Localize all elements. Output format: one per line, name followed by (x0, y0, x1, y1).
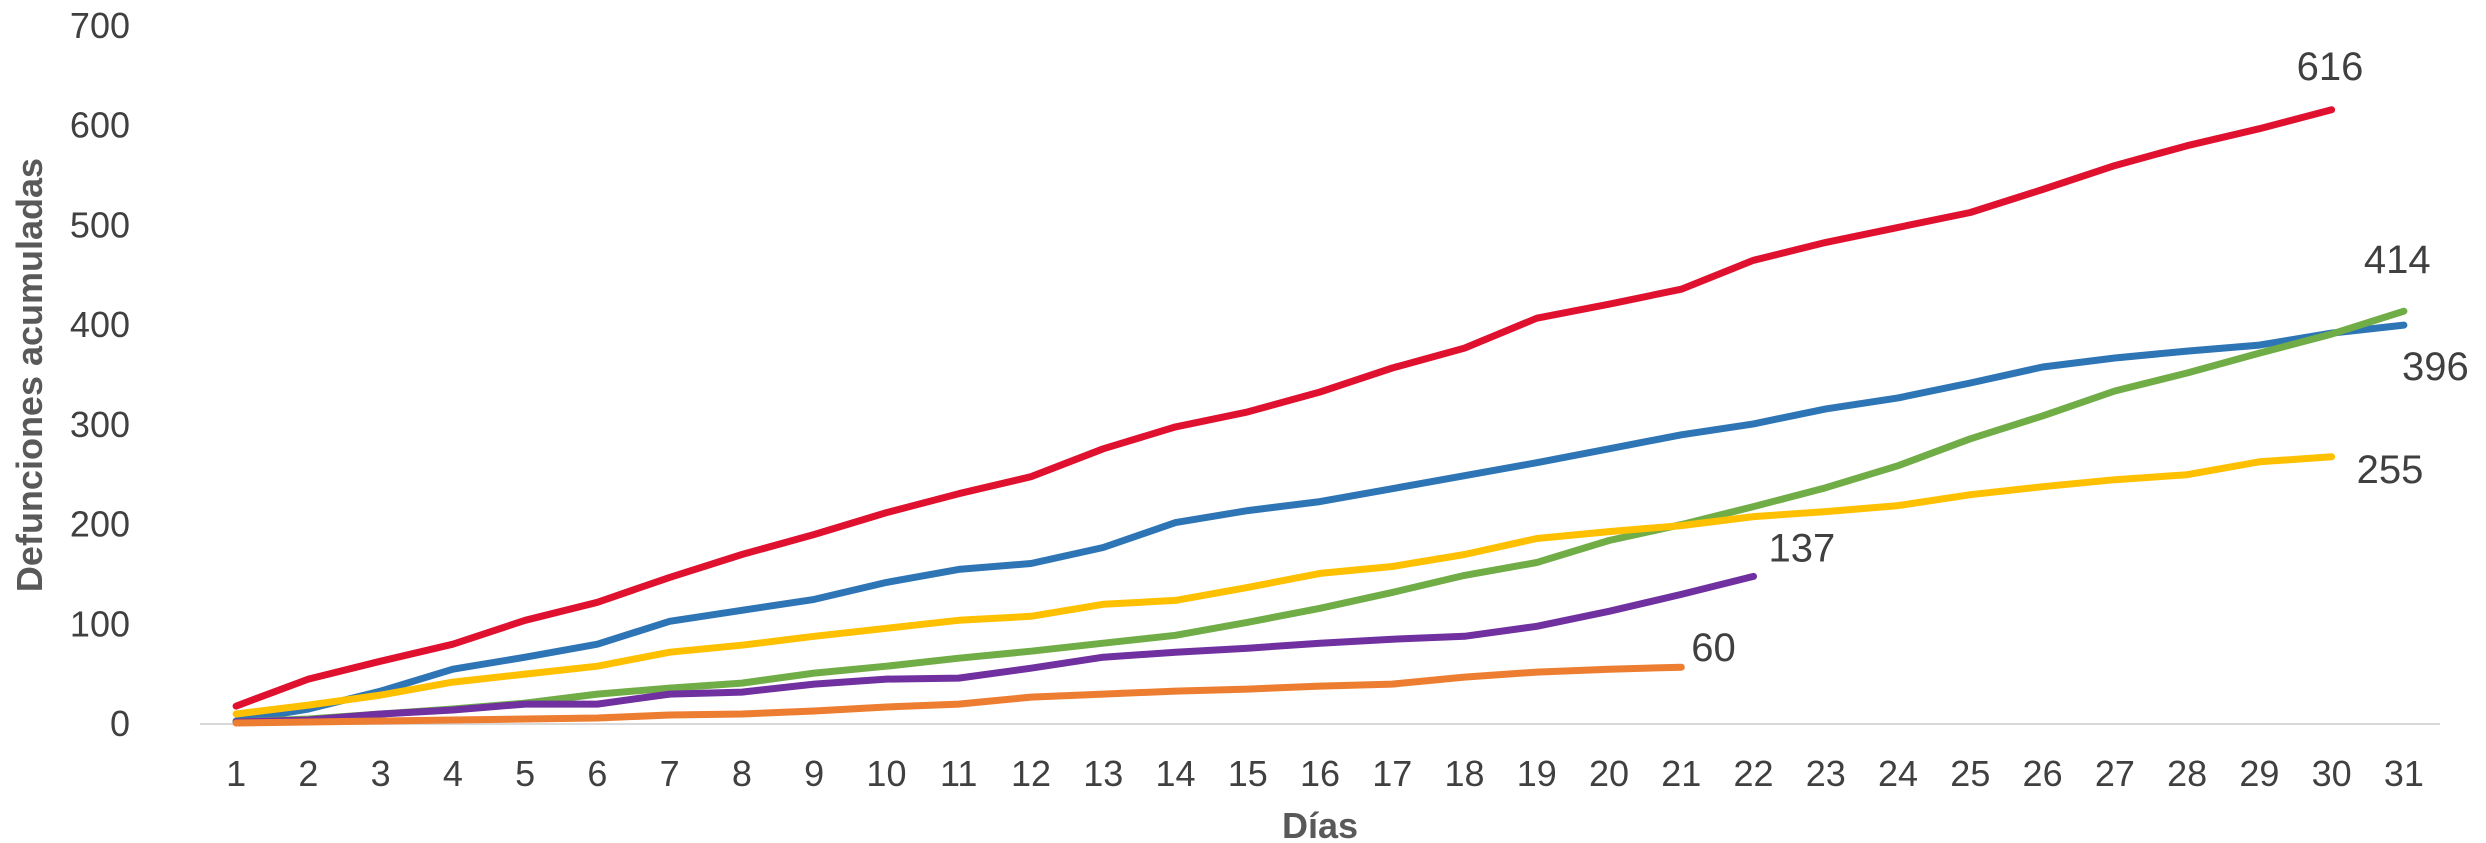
y-tick-label: 700 (70, 5, 130, 46)
x-tick-label: 24 (1878, 753, 1918, 794)
x-tick-label: 12 (1011, 753, 1051, 794)
y-tick-label: 100 (70, 603, 130, 644)
x-tick-label: 5 (515, 753, 535, 794)
series-line-6 (232, 663, 1685, 727)
x-tick-label: 17 (1372, 753, 1412, 794)
x-tick-label: 31 (2384, 753, 2424, 794)
x-tick-label: 18 (1444, 753, 1484, 794)
y-tick-label: 500 (70, 204, 130, 245)
y-tick-label: 0 (110, 703, 130, 744)
x-tick-label: 14 (1155, 753, 1195, 794)
y-axis-title: Defunciones acumuladas (9, 158, 50, 592)
x-tick-label: 23 (1806, 753, 1846, 794)
x-tick-label: 25 (1950, 753, 1990, 794)
x-tick-label: 22 (1734, 753, 1774, 794)
series-end-label: 396 (2402, 345, 2469, 389)
series-end-label: 255 (2357, 448, 2424, 492)
y-tick-label: 400 (70, 304, 130, 345)
x-tick-label: 1 (226, 753, 246, 794)
y-axis-ticks: 0 100 200 300 400 500 600 700 (70, 5, 130, 744)
x-tick-label: 19 (1517, 753, 1557, 794)
series-line-3 (232, 307, 2408, 726)
x-tick-label: 20 (1589, 753, 1629, 794)
x-tick-label: 21 (1661, 753, 1701, 794)
series-line-5 (232, 572, 1757, 726)
x-tick-label: 4 (443, 753, 463, 794)
series-end-label: 137 (1769, 526, 1836, 570)
x-tick-label: 15 (1228, 753, 1268, 794)
x-tick-label: 16 (1300, 753, 1340, 794)
y-tick-label: 200 (70, 504, 130, 545)
x-tick-label: 10 (866, 753, 906, 794)
y-tick-label: 300 (70, 404, 130, 445)
x-tick-label: 7 (660, 753, 680, 794)
end-labels: 616 414 255 137 60 396 (1691, 45, 2468, 670)
x-tick-label: 28 (2167, 753, 2207, 794)
series-line-4 (232, 453, 2336, 718)
x-axis-ticks: 1 2 3 4 5 6 7 8 9 10 11 12 13 14 15 16 17 18 19 20 21 22 23 24 2… (226, 753, 2424, 794)
x-tick-label: 30 (2312, 753, 2352, 794)
x-tick-label: 6 (587, 753, 607, 794)
y-tick-label: 600 (70, 105, 130, 146)
x-tick-label: 11 (940, 753, 977, 794)
series-end-label: 616 (2297, 45, 2364, 89)
x-axis-title: Días (1282, 805, 1358, 843)
x-tick-label: 27 (2095, 753, 2135, 794)
series-lines (232, 106, 2408, 727)
x-tick-label: 29 (2239, 753, 2279, 794)
x-tick-label: 26 (2023, 753, 2063, 794)
series-line-2 (232, 321, 2408, 725)
series-line-1 (232, 106, 2336, 710)
series-end-label: 414 (2364, 238, 2431, 282)
x-tick-label: 3 (371, 753, 391, 794)
x-tick-label: 8 (732, 753, 752, 794)
series-end-label: 60 (1691, 626, 1736, 670)
x-tick-label: 2 (298, 753, 318, 794)
x-tick-label: 13 (1083, 753, 1123, 794)
x-tick-label: 9 (804, 753, 824, 794)
